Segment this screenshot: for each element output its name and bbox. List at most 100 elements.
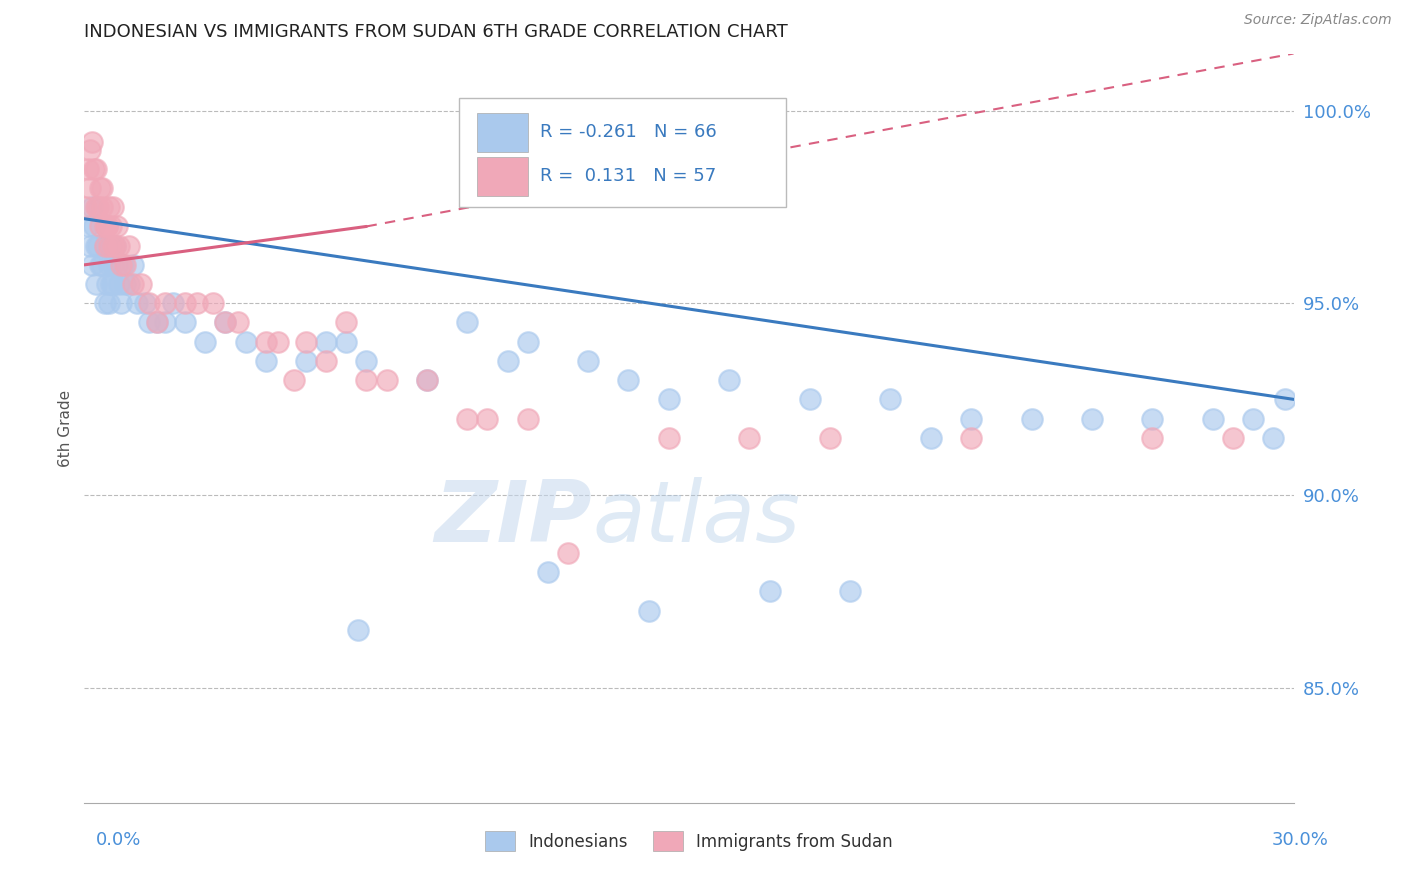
Point [114,258,136,272]
Point [174,316,197,330]
Point [96,277,118,291]
Point [576,354,599,368]
Point [101,277,124,291]
Text: R = -0.261   N = 66: R = -0.261 N = 66 [540,123,717,141]
Point [118,238,141,252]
Point [79,238,101,252]
Point [1142,411,1164,425]
Point [82,200,104,214]
Point [87,200,110,214]
Point [93,219,115,234]
Point [93,238,115,252]
Point [658,392,681,407]
Point [456,411,478,425]
Point [226,316,249,330]
Point [89,219,111,234]
Point [96,219,118,234]
Point [516,334,538,349]
Point [537,566,560,580]
Point [295,354,318,368]
Point [416,373,439,387]
Point [105,258,128,272]
Text: atlas: atlas [592,476,800,559]
Point [496,354,519,368]
Point [138,296,160,310]
Point [839,584,862,599]
Point [77,161,100,176]
Point [375,373,398,387]
Text: R =  0.131   N = 57: R = 0.131 N = 57 [540,167,717,185]
Point [129,277,152,291]
Point [617,373,640,387]
FancyBboxPatch shape [478,113,529,153]
Point [194,334,217,349]
Point [86,277,108,291]
Point [86,200,108,214]
Point [162,296,184,310]
Point [557,546,579,560]
Point [335,334,357,349]
Point [111,258,134,272]
Point [104,238,127,252]
Point [125,296,148,310]
Point [818,431,841,445]
Point [97,200,120,214]
Point [456,316,478,330]
Point [214,316,236,330]
Point [96,219,118,234]
Point [77,219,100,234]
Point [347,623,370,637]
Point [83,161,105,176]
Point [101,238,124,252]
Point [214,316,236,330]
Point [315,354,337,368]
Point [283,373,305,387]
Text: 30.0%: 30.0% [1272,831,1329,849]
Point [254,334,277,349]
Point [118,277,141,291]
Point [315,334,337,349]
Text: 0.0%: 0.0% [96,831,141,849]
Point [738,431,761,445]
Point [960,431,983,445]
Point [960,411,983,425]
Point [138,316,160,330]
Point [110,296,132,310]
Point [121,277,143,291]
Point [82,135,104,149]
Point [75,200,97,214]
Point [89,181,111,195]
Point [1241,411,1264,425]
Point [335,316,357,330]
Point [295,334,318,349]
Point [97,258,120,272]
Point [1202,411,1225,425]
Point [637,604,659,618]
Point [202,296,225,310]
Point [879,392,901,407]
Point [79,181,101,195]
Y-axis label: 6th Grade: 6th Grade [58,390,73,467]
Point [82,258,104,272]
Point [186,296,208,310]
Point [658,431,681,445]
Point [101,258,124,272]
Point [79,143,101,157]
Point [1274,392,1296,407]
Point [83,219,105,234]
Point [1222,431,1244,445]
Text: INDONESIAN VS IMMIGRANTS FROM SUDAN 6TH GRADE CORRELATION CHART: INDONESIAN VS IMMIGRANTS FROM SUDAN 6TH … [84,23,789,41]
Point [254,354,277,368]
FancyBboxPatch shape [478,157,529,196]
Point [1081,411,1104,425]
Point [93,238,115,252]
Point [100,277,122,291]
Point [114,277,136,291]
Point [174,296,197,310]
Point [101,200,124,214]
Point [100,238,122,252]
Point [97,296,120,310]
Point [86,161,108,176]
Point [97,238,120,252]
Point [89,258,111,272]
